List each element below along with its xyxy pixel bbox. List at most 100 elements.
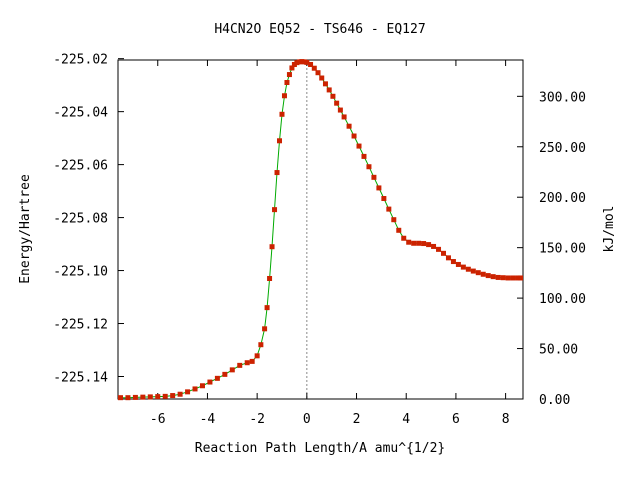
- data-point: [391, 217, 397, 223]
- data-point: [214, 375, 220, 381]
- data-point: [315, 70, 321, 76]
- data-point: [177, 391, 183, 397]
- data-point: [322, 81, 328, 87]
- data-point: [284, 80, 290, 86]
- data-point: [311, 65, 317, 71]
- data-point: [376, 185, 382, 191]
- data-point: [304, 59, 310, 65]
- data-point: [155, 394, 161, 400]
- y2-tick-label: 300.00: [539, 90, 586, 105]
- y-tick-label: -225.08: [53, 212, 108, 227]
- data-point: [356, 143, 362, 149]
- data-point: [440, 250, 446, 256]
- y-axis-label: Energy/Hartree: [18, 174, 33, 284]
- data-point: [426, 242, 432, 248]
- energy-profile-line: [120, 61, 521, 399]
- data-point: [411, 240, 417, 246]
- data-point: [490, 274, 496, 280]
- data-point: [147, 394, 153, 400]
- data-point: [185, 389, 191, 395]
- y-axis-ticks: -225.14 -225.12 -225.10 -225.08 -225.06 -225.…: [53, 53, 124, 385]
- data-point: [281, 93, 287, 99]
- x-tick-label: 0: [303, 412, 311, 427]
- data-point: [199, 383, 205, 389]
- data-point: [269, 244, 275, 250]
- x-tick-label: -6: [150, 412, 166, 427]
- x-tick-label: 6: [452, 412, 460, 427]
- data-point: [286, 72, 292, 78]
- data-point: [485, 273, 491, 279]
- data-point: [510, 275, 516, 281]
- data-point: [470, 268, 476, 274]
- y-tick-label: -225.02: [53, 53, 108, 68]
- x-tick-label: 2: [353, 412, 361, 427]
- data-point: [192, 386, 198, 392]
- data-point: [308, 62, 314, 68]
- x-axis-label: Reaction Path Length/A amu^{1/2}: [195, 441, 445, 456]
- data-point: [289, 65, 295, 71]
- data-point: [445, 255, 451, 261]
- data-point: [262, 326, 268, 332]
- data-point: [267, 275, 273, 281]
- data-point: [125, 395, 131, 401]
- data-point: [237, 362, 243, 368]
- data-point: [277, 138, 283, 144]
- y2-tick-label: 200.00: [539, 191, 586, 206]
- y-tick-label: -225.12: [53, 318, 108, 333]
- data-point: [249, 358, 255, 364]
- y2-tick-label: 50.00: [539, 343, 578, 358]
- plot-frame: [117, 59, 524, 400]
- data-point: [337, 107, 343, 113]
- data-point: [351, 133, 357, 139]
- energy-profile-markers: [117, 59, 524, 401]
- data-point: [162, 393, 168, 399]
- data-point: [258, 342, 264, 348]
- data-point: [371, 174, 377, 180]
- data-point: [480, 271, 486, 277]
- data-point: [396, 227, 402, 233]
- x-tick-label: 8: [502, 412, 510, 427]
- data-point: [274, 170, 280, 176]
- data-point: [346, 123, 352, 129]
- data-point: [421, 241, 427, 247]
- data-point: [341, 114, 347, 120]
- data-point: [326, 87, 332, 93]
- y-tick-label: -225.10: [53, 265, 108, 280]
- x-tick-label: -4: [200, 412, 216, 427]
- y2-tick-label: 0.00: [539, 393, 570, 408]
- data-point: [254, 353, 260, 359]
- x-tick-label: -2: [249, 412, 265, 427]
- y2-tick-label: 100.00: [539, 292, 586, 307]
- data-point: [431, 243, 437, 249]
- data-point: [500, 275, 506, 281]
- data-point: [319, 75, 325, 81]
- data-point: [361, 153, 367, 159]
- data-point: [229, 367, 235, 373]
- data-point: [505, 275, 511, 281]
- x-tick-label: 4: [402, 412, 410, 427]
- data-point: [381, 196, 387, 202]
- y-tick-label: -225.14: [53, 370, 108, 385]
- y2-tick-label: 150.00: [539, 242, 586, 257]
- data-point: [334, 100, 340, 106]
- data-point: [140, 394, 146, 400]
- data-point: [386, 206, 392, 212]
- data-point: [222, 371, 228, 377]
- data-point: [450, 259, 456, 265]
- y2-axis-label: kJ/mol: [602, 206, 617, 253]
- data-point: [436, 246, 442, 252]
- y2-axis-ticks: 0.00 50.00 100.00 150.00 200.00 250.00 300.00: [517, 90, 586, 408]
- data-point: [330, 93, 336, 99]
- data-point: [460, 264, 466, 270]
- y2-tick-label: 250.00: [539, 141, 586, 156]
- data-point: [117, 395, 123, 401]
- data-point: [279, 111, 285, 117]
- data-point: [406, 239, 412, 245]
- chart-title: H4CN2O EQ52 - TS646 - EQ127: [214, 22, 425, 37]
- data-point: [264, 305, 270, 311]
- x-axis-ticks: -6 -4 -2 0 2 4 6 8: [150, 60, 510, 427]
- data-point: [475, 270, 481, 276]
- y-tick-label: -225.04: [53, 106, 108, 121]
- data-point: [465, 266, 471, 272]
- data-point: [272, 207, 278, 213]
